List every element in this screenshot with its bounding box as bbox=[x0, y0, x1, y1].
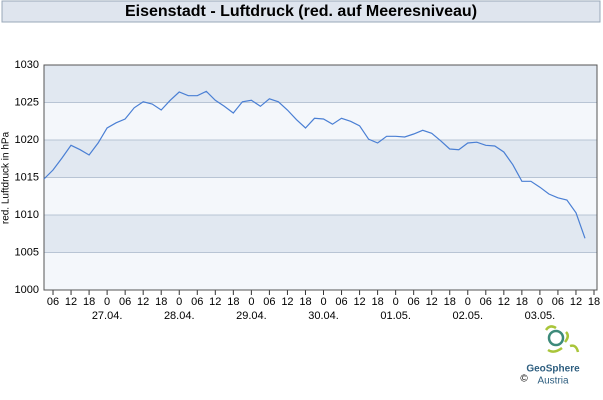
y-axis-label: red. Luftdruck in hPa bbox=[1, 131, 12, 224]
x-tick-label: 12 bbox=[65, 296, 77, 308]
band bbox=[44, 102, 597, 140]
x-tick-label: 0 bbox=[176, 296, 182, 308]
date-label: 03.05. bbox=[525, 310, 556, 322]
band bbox=[44, 252, 597, 290]
logo-icon bbox=[544, 325, 580, 353]
chart-title: Eisenstadt - Luftdruck (red. auf Meeresn… bbox=[125, 3, 477, 20]
x-tick-label: 06 bbox=[191, 296, 203, 308]
x-tick-label: 18 bbox=[516, 296, 528, 308]
logo-name: GeoSphere bbox=[526, 364, 580, 375]
y-tick-label: 1030 bbox=[15, 59, 39, 71]
x-tick-label: 06 bbox=[552, 296, 564, 308]
band bbox=[44, 140, 597, 178]
logo-icon bbox=[547, 329, 565, 347]
x-tick-label: 18 bbox=[444, 296, 456, 308]
copyright: © bbox=[520, 374, 528, 385]
x-tick-label: 0 bbox=[248, 296, 254, 308]
x-tick-label: 12 bbox=[353, 296, 365, 308]
x-tick-label: 06 bbox=[119, 296, 131, 308]
logo-sub: Austria bbox=[537, 376, 569, 387]
x-tick-label: 12 bbox=[498, 296, 510, 308]
y-tick-label: 1010 bbox=[15, 209, 39, 221]
title-bar bbox=[1, 0, 601, 23]
y-tick-label: 1020 bbox=[15, 134, 39, 146]
x-tick-label: 18 bbox=[588, 296, 600, 308]
line bbox=[43, 90, 586, 239]
y-tick-label: 1000 bbox=[15, 284, 39, 296]
y-tick-label: 1005 bbox=[15, 246, 39, 258]
band bbox=[44, 215, 597, 253]
x-tick-label: 12 bbox=[137, 296, 149, 308]
date-label: 28.04. bbox=[164, 310, 195, 322]
date-label: 02.05. bbox=[452, 310, 483, 322]
x-tick-label: 18 bbox=[227, 296, 239, 308]
x-tick-label: 12 bbox=[281, 296, 293, 308]
plot-frame bbox=[43, 64, 598, 291]
y-tick-label: 1025 bbox=[15, 96, 39, 108]
logo: GeoSphere Austria © bbox=[520, 325, 580, 387]
x-tick-label: 06 bbox=[480, 296, 492, 308]
x-tick-label: 0 bbox=[320, 296, 326, 308]
x-tick-label: 0 bbox=[465, 296, 471, 308]
y-tick-label: 1015 bbox=[15, 171, 39, 183]
x-tick-label: 18 bbox=[299, 296, 311, 308]
date-label: 01.05. bbox=[380, 310, 411, 322]
x-tick-label: 0 bbox=[393, 296, 399, 308]
x-tick-label: 06 bbox=[47, 296, 59, 308]
x-tick-label: 18 bbox=[155, 296, 167, 308]
band bbox=[44, 65, 597, 103]
x-tick-label: 18 bbox=[371, 296, 383, 308]
band bbox=[44, 177, 597, 215]
x-tick-label: 12 bbox=[426, 296, 438, 308]
date-label: 27.04. bbox=[92, 310, 123, 322]
x-tick-label: 12 bbox=[209, 296, 221, 308]
x-tick-label: 06 bbox=[335, 296, 347, 308]
x-tick-label: 06 bbox=[263, 296, 275, 308]
date-label: 29.04. bbox=[236, 310, 267, 322]
x-tick-label: 12 bbox=[570, 296, 582, 308]
x-tick-label: 18 bbox=[83, 296, 95, 308]
x-tick-label: 06 bbox=[408, 296, 420, 308]
date-label: 30.04. bbox=[308, 310, 339, 322]
x-tick-label: 0 bbox=[537, 296, 543, 308]
x-tick-label: 0 bbox=[104, 296, 110, 308]
